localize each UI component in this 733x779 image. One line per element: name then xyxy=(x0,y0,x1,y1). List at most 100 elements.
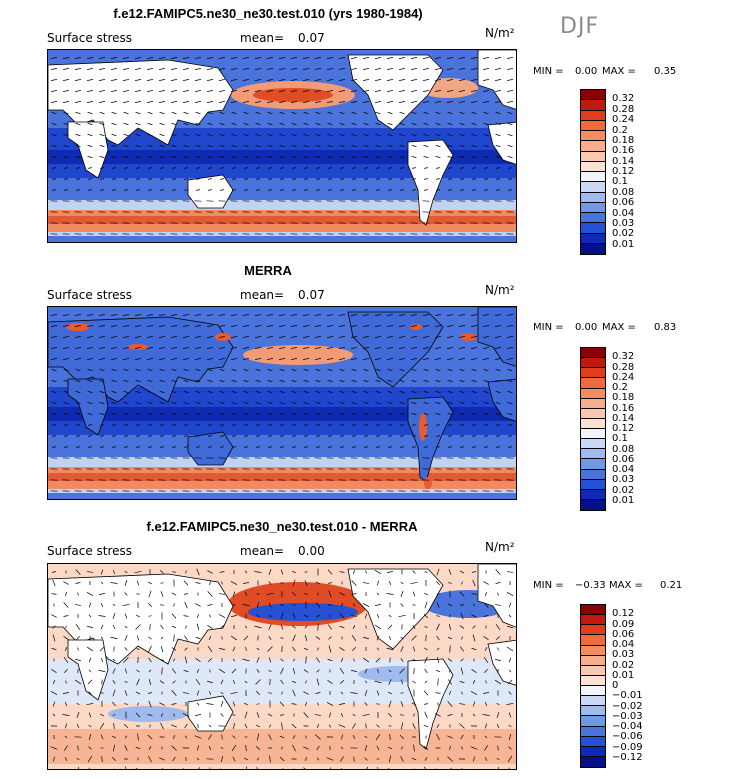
stress-vector xyxy=(472,625,476,629)
stress-vector xyxy=(339,613,345,619)
stress-vector xyxy=(447,156,453,158)
stress-vector xyxy=(171,626,177,628)
stress-vector xyxy=(303,178,309,180)
stress-vector xyxy=(339,679,345,685)
stress-vector xyxy=(435,167,441,169)
stress-vector xyxy=(75,635,81,641)
stress-vector xyxy=(375,424,381,426)
stress-vector xyxy=(350,325,358,327)
stress-vector xyxy=(290,101,298,103)
stress-vector xyxy=(135,435,141,437)
stress-vector xyxy=(386,347,394,349)
stress-vector xyxy=(159,680,165,684)
stress-vector xyxy=(146,336,154,338)
stress-vector xyxy=(315,692,321,694)
stress-vector xyxy=(219,134,225,136)
stress-vector xyxy=(507,755,513,763)
stress-vector xyxy=(209,767,211,769)
stress-vector xyxy=(86,57,94,59)
stress-vector xyxy=(483,178,489,180)
stress-vector xyxy=(173,634,175,642)
stress-vector xyxy=(64,745,68,751)
stress-vector xyxy=(207,645,213,653)
stress-vector xyxy=(135,767,138,769)
stress-vector xyxy=(351,402,357,404)
stress-vector xyxy=(279,446,285,448)
stress-vector xyxy=(303,112,309,114)
stress-vector xyxy=(399,189,405,191)
stress-vector xyxy=(256,669,260,673)
stress-vector xyxy=(183,145,189,147)
stress-vector xyxy=(243,167,249,169)
stress-vector xyxy=(171,592,177,596)
stress-vector xyxy=(134,90,142,92)
stress-vector xyxy=(98,68,106,70)
stress-vector xyxy=(291,391,297,393)
stress-vector xyxy=(159,446,165,448)
stress-vector xyxy=(494,347,502,349)
stress-vector xyxy=(99,134,105,136)
stress-vector xyxy=(123,167,129,169)
stress-vector xyxy=(400,692,404,694)
stress-vector xyxy=(328,645,332,653)
stress-vector xyxy=(267,692,273,694)
colorbar-tick-label: 0.04 xyxy=(612,207,635,219)
stress-vector xyxy=(219,123,225,125)
stress-vector xyxy=(495,569,501,575)
stress-vector xyxy=(207,156,213,158)
panel-2-max-value: 0.83 xyxy=(654,322,677,333)
stress-vector xyxy=(303,593,309,595)
stress-vector xyxy=(482,336,490,338)
stress-vector xyxy=(182,358,190,360)
colorbar-tick-label: 0.03 xyxy=(612,474,635,486)
panel-3-map xyxy=(47,563,517,770)
stress-vector xyxy=(483,424,489,426)
stress-vector xyxy=(124,580,128,586)
stress-vector xyxy=(232,591,236,597)
stress-vector xyxy=(99,156,105,158)
colorbar-tick-label: 0.04 xyxy=(612,464,635,475)
stress-vector xyxy=(278,347,286,349)
stress-vector xyxy=(182,57,190,59)
stress-vector xyxy=(183,391,189,393)
stress-vector xyxy=(507,413,513,415)
stress-vector xyxy=(148,669,152,673)
stress-vector xyxy=(483,581,489,585)
stress-vector xyxy=(364,757,368,761)
stress-vector xyxy=(62,101,70,103)
stress-vector xyxy=(292,658,296,662)
stress-vector xyxy=(74,314,82,316)
stress-vector xyxy=(435,123,441,125)
stress-vector xyxy=(122,603,130,607)
stress-vector xyxy=(375,402,381,404)
stress-vector xyxy=(279,112,285,114)
stress-vector xyxy=(471,167,477,169)
stress-vector xyxy=(207,424,213,426)
stress-vector xyxy=(506,702,514,706)
stress-vector xyxy=(231,167,237,169)
stress-vector xyxy=(123,156,129,158)
stress-vector xyxy=(327,569,333,575)
stress-vector xyxy=(461,691,463,695)
europe-west xyxy=(477,564,516,628)
stress-vector xyxy=(62,347,70,349)
colorbar-swatch xyxy=(581,625,605,636)
stress-vector xyxy=(196,623,200,631)
stress-vector xyxy=(413,744,415,752)
stress-vector xyxy=(292,591,296,597)
stress-vector xyxy=(50,314,58,316)
stress-vector xyxy=(447,402,453,404)
stress-vector xyxy=(459,123,465,125)
stress-vector xyxy=(482,79,490,81)
stress-vector xyxy=(207,123,213,125)
stress-vector xyxy=(435,615,441,617)
stress-vector xyxy=(435,713,441,717)
stress-vector xyxy=(399,402,405,404)
stress-vector xyxy=(375,733,381,741)
stress-vector xyxy=(99,722,105,730)
stress-vector xyxy=(148,590,152,598)
stress-vector xyxy=(195,435,201,437)
stress-vector xyxy=(291,156,297,158)
south-america xyxy=(407,396,454,483)
stress-vector xyxy=(63,602,69,608)
